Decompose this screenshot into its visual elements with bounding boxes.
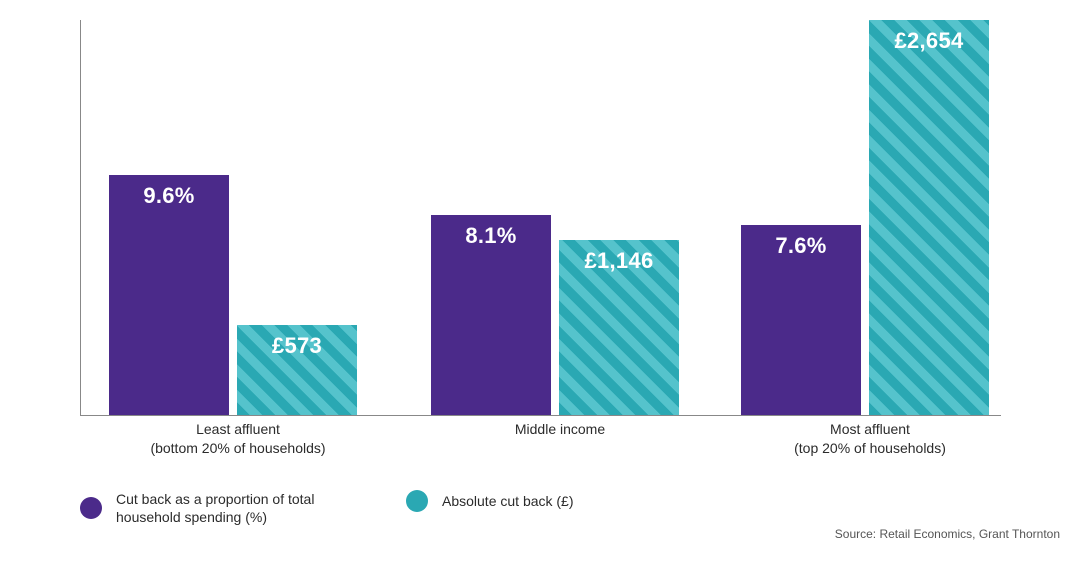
legend-swatch [406, 490, 428, 512]
x-axis-labels: Least affluent(bottom 20% of households)… [80, 420, 1000, 480]
bar-proportion: 9.6% [109, 175, 229, 415]
bar-value-label: 8.1% [431, 223, 551, 249]
bar-value-label: £573 [237, 333, 357, 359]
bar-value-label: £2,654 [869, 28, 989, 54]
x-axis-label-line: (bottom 20% of households) [98, 439, 378, 458]
chart-source: Source: Retail Economics, Grant Thornton [835, 527, 1060, 541]
bar-absolute: £1,146 [559, 240, 679, 415]
x-axis-label-line: Most affluent [730, 420, 1010, 439]
x-axis-label-line: Middle income [420, 420, 700, 439]
x-axis-category-label: Most affluent(top 20% of households) [730, 420, 1010, 458]
x-axis-category-label: Middle income [420, 420, 700, 439]
bar-proportion: 7.6% [741, 225, 861, 415]
x-axis-label-line: Least affluent [98, 420, 378, 439]
chart-plot-area: 9.6% £573 8.1% £1,146 7.6% £2,654 [80, 20, 1001, 416]
legend-label: Absolute cut back (£) [442, 492, 574, 510]
bar-group: 7.6% £2,654 [731, 20, 1011, 415]
bar-value-label: 9.6% [109, 183, 229, 209]
bar-value-label: 7.6% [741, 233, 861, 259]
legend-item: Cut back as a proportion of total househ… [80, 490, 346, 526]
bar-absolute: £573 [237, 325, 357, 415]
bar-proportion: 8.1% [431, 215, 551, 415]
bar-group: 9.6% £573 [99, 20, 379, 415]
x-axis-label-line: (top 20% of households) [730, 439, 1010, 458]
legend-swatch [80, 497, 102, 519]
legend-label: Cut back as a proportion of total househ… [116, 490, 346, 526]
bar-absolute: £2,654 [869, 20, 989, 415]
chart-legend: Cut back as a proportion of total househ… [80, 490, 1000, 550]
bar-group: 8.1% £1,146 [421, 20, 701, 415]
bar-value-label: £1,146 [559, 248, 679, 274]
x-axis-category-label: Least affluent(bottom 20% of households) [98, 420, 378, 458]
legend-item: Absolute cut back (£) [406, 490, 574, 512]
